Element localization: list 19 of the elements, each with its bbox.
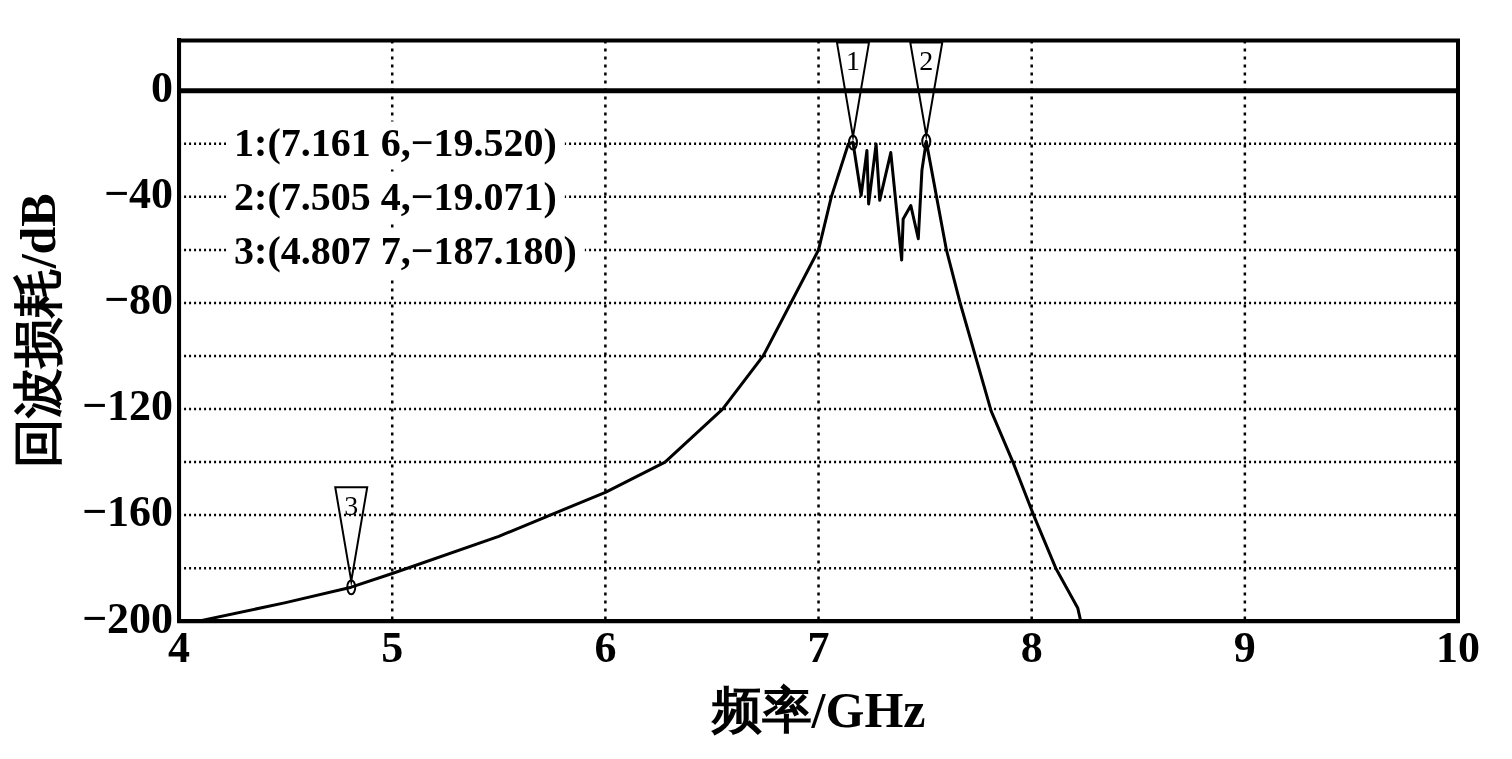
y-axis-title: 回波损耗/dB: [9, 193, 66, 469]
x-axis-title: 频率/GHz: [710, 681, 926, 738]
y-tick-label: −40: [103, 169, 174, 219]
x-tick-label: 8: [1020, 622, 1043, 672]
annotation: 1:(7.161 6,−19.520): [234, 119, 557, 165]
annotation: 3:(4.807 7,−187.180): [234, 227, 577, 273]
y-tick-label: −80: [103, 275, 174, 325]
annotation: 3: [344, 489, 359, 521]
x-tick-label: 7: [807, 622, 830, 672]
x-tick-label: 5: [381, 622, 404, 672]
annotation: 2:(7.505 4,−19.071): [234, 173, 557, 219]
x-tick-label: 10: [1436, 622, 1480, 672]
annotation: 2: [919, 44, 934, 76]
x-tick-label: 6: [594, 622, 617, 672]
annotation: 1: [845, 44, 860, 76]
y-tick-label: 0: [151, 63, 174, 113]
y-tick-label: −120: [81, 381, 174, 431]
y-tick-label: −160: [81, 487, 174, 537]
x-tick-label: 9: [1233, 622, 1256, 672]
